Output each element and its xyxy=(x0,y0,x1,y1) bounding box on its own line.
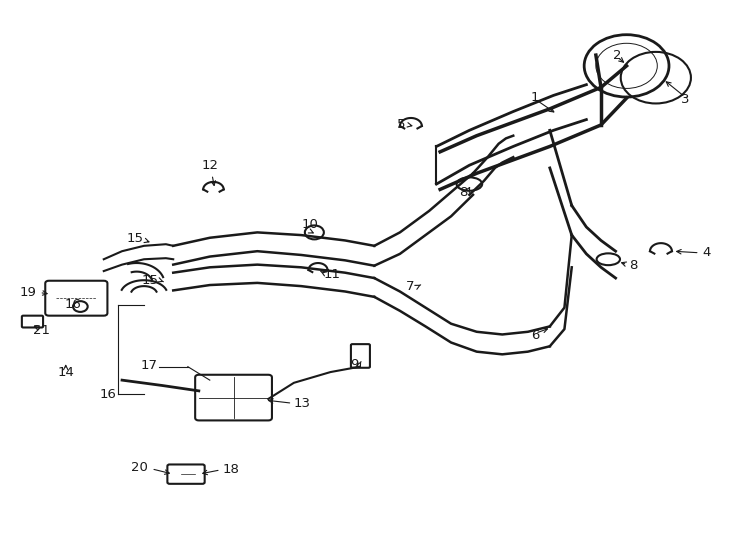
Text: 1: 1 xyxy=(531,91,539,104)
Text: 16: 16 xyxy=(65,299,81,312)
Text: 12: 12 xyxy=(201,159,218,172)
Text: 21: 21 xyxy=(33,324,50,337)
Text: 19: 19 xyxy=(20,286,37,299)
Text: 16: 16 xyxy=(100,388,117,401)
Text: 13: 13 xyxy=(294,397,311,410)
Text: 18: 18 xyxy=(222,463,239,476)
Text: 14: 14 xyxy=(57,366,74,379)
Text: 6: 6 xyxy=(531,329,539,342)
Text: 3: 3 xyxy=(681,93,689,106)
Text: 15: 15 xyxy=(127,232,144,245)
Text: 8: 8 xyxy=(459,186,468,199)
Text: 2: 2 xyxy=(613,49,621,62)
Text: 5: 5 xyxy=(397,118,406,131)
Text: 7: 7 xyxy=(406,280,415,293)
Text: 8: 8 xyxy=(629,259,637,272)
Text: 17: 17 xyxy=(140,359,157,372)
Text: 15: 15 xyxy=(142,274,159,287)
Text: 20: 20 xyxy=(131,461,148,474)
Text: 9: 9 xyxy=(350,357,358,370)
Text: 11: 11 xyxy=(323,268,340,281)
Text: 10: 10 xyxy=(302,218,319,231)
Text: 4: 4 xyxy=(702,246,711,259)
